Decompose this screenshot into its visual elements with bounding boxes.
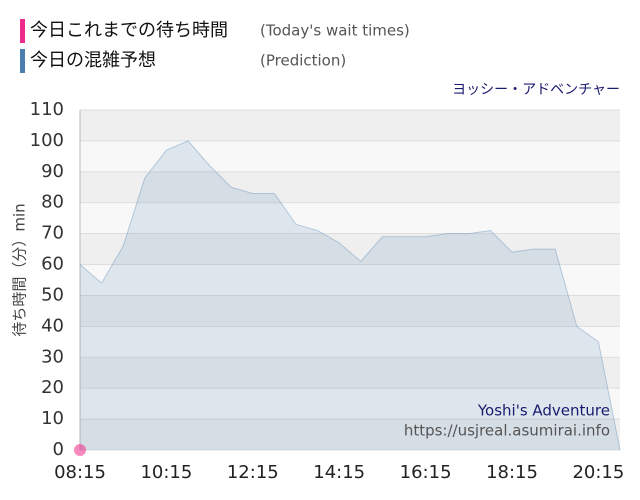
y-tick-label: 110 — [30, 99, 64, 120]
legend-swatch — [20, 19, 25, 43]
y-tick-label: 10 — [41, 408, 64, 429]
y-tick-label: 30 — [41, 346, 64, 367]
watermark: https://usjreal.asumirai.info — [404, 422, 610, 440]
chart-title: ヨッシー・アドベンチャー — [452, 82, 620, 98]
legend-label: 今日の混雑予想 — [30, 50, 156, 71]
grid-band — [80, 419, 620, 450]
x-tick-label: 10:15 — [140, 462, 192, 483]
y-tick-label: 70 — [41, 223, 64, 244]
y-tick-label: 60 — [41, 254, 64, 275]
x-tick-label: 20:15 — [572, 462, 624, 483]
y-tick-label: 20 — [41, 377, 64, 398]
point — [74, 444, 86, 456]
plot-background — [80, 110, 620, 450]
grid-band — [80, 110, 620, 141]
y-tick-label: 80 — [41, 192, 64, 213]
y-tick-label: 40 — [41, 315, 64, 336]
grid-band — [80, 357, 620, 389]
x-tick-label: 16:15 — [400, 462, 452, 483]
y-tick-label: 90 — [41, 161, 64, 182]
area — [80, 140, 620, 450]
watermark: Yoshi's Adventure — [477, 402, 610, 420]
x-tick-label: 12:15 — [227, 462, 279, 483]
x-tick-label: 08:15 — [54, 462, 106, 483]
y-tick-label: 0 — [53, 439, 64, 460]
y-axis-label: 待ち時間（分）min — [11, 203, 29, 336]
y-tick-label: 50 — [41, 284, 64, 305]
legend-label: 今日これまでの待ち時間 — [30, 20, 228, 41]
grid-band — [80, 171, 620, 203]
x-tick-label: 18:15 — [486, 462, 538, 483]
y-tick-label: 100 — [30, 130, 64, 151]
x-tick-label: 14:15 — [313, 462, 365, 483]
line — [79, 140, 621, 451]
legend-note: (Today's wait times) — [260, 22, 410, 40]
grid-band — [80, 233, 620, 265]
grid-band — [80, 295, 620, 327]
legend-swatch — [20, 49, 25, 73]
legend-note: (Prediction) — [260, 52, 346, 70]
